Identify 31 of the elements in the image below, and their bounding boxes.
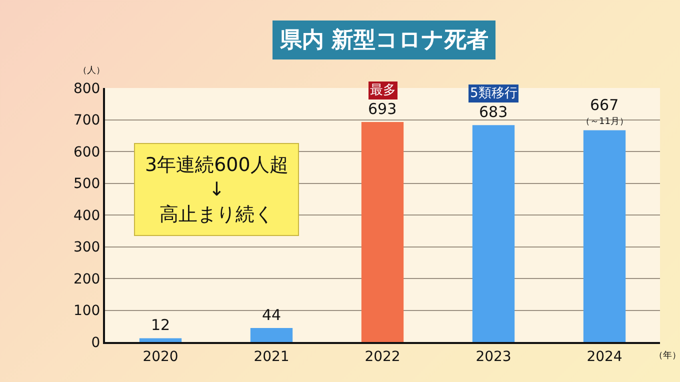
y-axis-title: （人） [78, 65, 105, 76]
bar [139, 338, 182, 342]
data-label: 44 [262, 306, 282, 324]
annotation: 5類移行 [470, 86, 518, 101]
y-tick-label: 300 [73, 240, 100, 256]
x-tick-label: 2024 [586, 348, 622, 365]
annotation: 3年連続600人超 ↓ 高止まり続く [145, 154, 288, 226]
bar [250, 328, 293, 342]
y-tick-label: 400 [73, 208, 100, 224]
chart-title: 県内 新型コロナ死者 [279, 27, 489, 53]
y-tick-label: 100 [73, 303, 100, 320]
annotation: （～11月） [581, 117, 628, 127]
data-label: 693 [368, 100, 397, 118]
y-tick-label: 0 [91, 334, 100, 351]
x-tick-label: 2021 [254, 348, 290, 365]
bar [361, 122, 404, 342]
y-tick-label: 700 [73, 112, 100, 129]
x-axis-title: （年） [654, 350, 680, 361]
data-label: 12 [151, 316, 170, 334]
annotation: 最多 [370, 83, 396, 98]
data-label: 667 [590, 96, 619, 114]
x-tick-label: 2020 [142, 348, 178, 365]
y-tick-label: 600 [73, 144, 100, 160]
y-tick-label: 800 [73, 80, 100, 97]
bar [472, 125, 515, 342]
x-tick-label: 2023 [476, 348, 512, 365]
y-tick-label: 500 [73, 176, 100, 192]
y-tick-label: 200 [73, 271, 100, 288]
bar [583, 130, 626, 342]
x-tick-label: 2022 [364, 348, 400, 365]
data-label: 683 [479, 103, 508, 121]
